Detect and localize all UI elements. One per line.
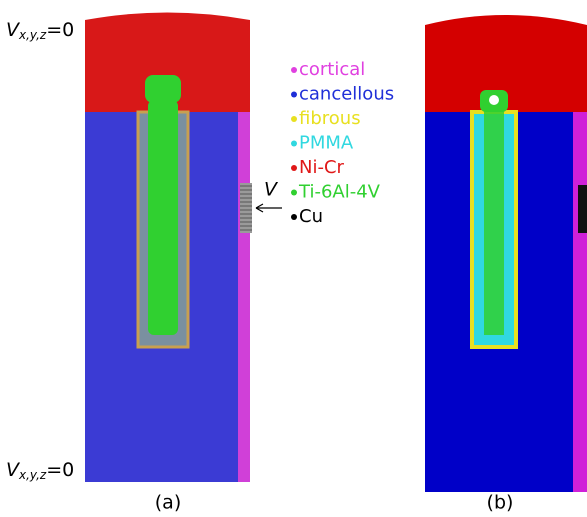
legend-dot [291, 165, 297, 171]
caption: (b) [487, 492, 514, 514]
legend-label: Ti-6Al-4V [298, 182, 381, 203]
load-patch [240, 183, 252, 233]
screw-shaft [484, 110, 504, 335]
legend-label: cancellous [299, 84, 394, 105]
legend-label: PMMA [299, 133, 354, 154]
figure: V Vx,y,z=0 Vx,y,z=0 (a) (b) cortical canc… [0, 0, 587, 517]
screw-hole [489, 95, 499, 105]
legend-label: Ni-Cr [299, 157, 345, 178]
legend-dot [291, 67, 297, 73]
cortical-strip [238, 112, 250, 482]
screw-head [145, 75, 181, 103]
legend-dot [291, 141, 297, 147]
screw-shaft [148, 100, 178, 335]
legend-label: cortical [299, 59, 365, 80]
cortical-strip [573, 112, 587, 492]
legend: cortical cancellous fibrous PMMA Ni-Cr Ti-6Al… [291, 59, 394, 227]
legend-dot [291, 116, 297, 122]
model-b [425, 15, 587, 492]
legend-dot [291, 214, 297, 220]
legend-dot [291, 190, 297, 196]
legend-label: Cu [299, 206, 323, 227]
load-label: V [264, 179, 279, 201]
legend-label: fibrous [299, 108, 361, 129]
boundary-top: Vx,y,z=0 [6, 19, 74, 42]
model-a: V [85, 13, 282, 483]
legend-dot [291, 92, 297, 98]
cu-patch [578, 185, 587, 233]
boundary-bottom: Vx,y,z=0 [6, 459, 74, 482]
caption: (a) [155, 492, 181, 514]
